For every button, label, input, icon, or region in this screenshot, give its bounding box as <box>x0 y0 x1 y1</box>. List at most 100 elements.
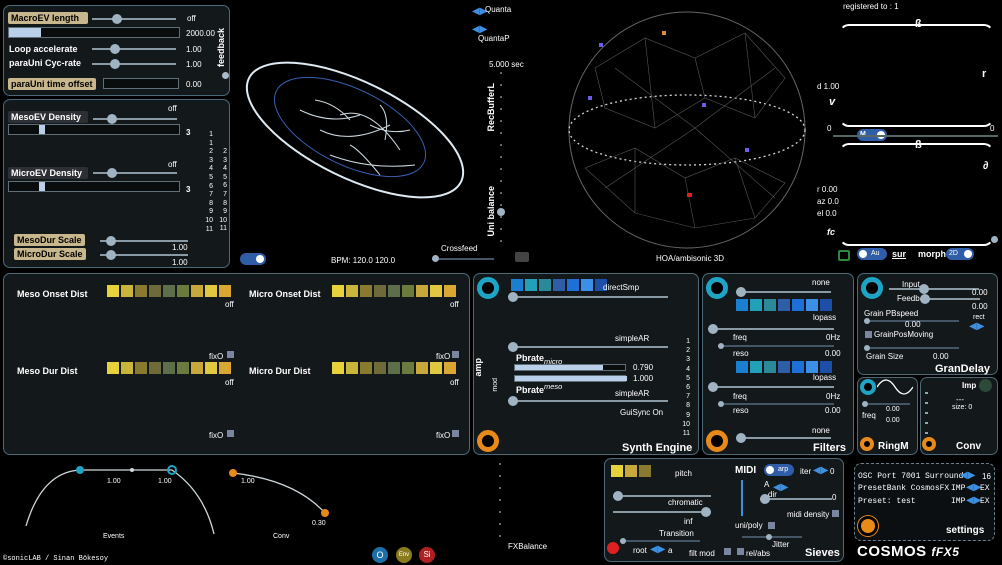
color-cell[interactable] <box>511 279 523 291</box>
micro-toggle-slider[interactable] <box>93 168 177 178</box>
color-cell[interactable] <box>430 285 442 297</box>
color-cell[interactable] <box>121 285 133 297</box>
color-cell[interactable] <box>611 465 623 477</box>
color-cell[interactable] <box>374 362 386 374</box>
orbit-display[interactable] <box>240 55 480 205</box>
loop-slider[interactable] <box>92 44 176 54</box>
color-cell[interactable] <box>107 362 119 374</box>
jitter-slider[interactable] <box>742 534 802 540</box>
relabs-check[interactable] <box>737 548 744 555</box>
micro-dur-off[interactable]: off <box>450 378 459 387</box>
color-cell[interactable] <box>736 299 748 311</box>
sur-label[interactable]: sur <box>892 249 907 259</box>
m-slider[interactable] <box>833 135 998 137</box>
rect-arrows[interactable]: ◀▶ <box>969 321 985 332</box>
color-cell[interactable] <box>360 362 372 374</box>
unipoly-check[interactable] <box>768 522 775 529</box>
meso-dur-cells[interactable] <box>107 362 231 374</box>
color-cell[interactable] <box>219 362 231 374</box>
color-cell[interactable] <box>750 299 762 311</box>
conv-bottom-ring[interactable] <box>922 437 936 451</box>
spatial-frame-top[interactable] <box>839 24 994 127</box>
meso-fixo-check[interactable] <box>227 351 234 358</box>
meso-toggle[interactable]: off <box>168 104 177 113</box>
orbit-toggle[interactable] <box>240 253 266 265</box>
crossfeed-slider[interactable] <box>432 255 494 262</box>
micro-onset-cells[interactable] <box>332 285 456 297</box>
camera-icon[interactable] <box>515 252 529 262</box>
si-button[interactable]: Si <box>419 547 435 563</box>
color-cell[interactable] <box>163 285 175 297</box>
pbrate-meso-bar[interactable] <box>514 375 627 382</box>
filters-none-2-slider[interactable] <box>736 433 831 443</box>
color-cell[interactable] <box>163 362 175 374</box>
guisync-label[interactable]: GuiSync On <box>620 408 664 417</box>
filters-cells-1[interactable] <box>736 299 832 311</box>
directsmp-slider[interactable] <box>508 292 668 302</box>
ringm-top-ring[interactable] <box>860 379 876 395</box>
2d-toggle[interactable]: 2D <box>946 248 974 260</box>
conv-envelope[interactable] <box>225 465 335 525</box>
imp-ex-arrows-2[interactable]: ◀▶ <box>966 495 982 506</box>
color-cell[interactable] <box>177 362 189 374</box>
record-button[interactable] <box>607 542 619 554</box>
conv-imp-button[interactable] <box>979 379 992 392</box>
color-cell[interactable] <box>525 279 537 291</box>
color-cell[interactable] <box>792 361 804 373</box>
transition-slider[interactable] <box>620 538 700 544</box>
color-cell[interactable] <box>806 361 818 373</box>
directsmp-cells[interactable] <box>511 279 607 291</box>
arp-toggle[interactable]: arp <box>764 464 794 476</box>
env-button[interactable]: Env <box>396 547 412 563</box>
color-cell[interactable] <box>416 362 428 374</box>
micro-fixo[interactable]: fixO <box>436 352 451 361</box>
color-cell[interactable] <box>332 285 344 297</box>
synth-top-ring[interactable] <box>477 277 499 299</box>
color-cell[interactable] <box>205 362 217 374</box>
quantap-arrows[interactable]: ◀▶ <box>472 24 488 35</box>
macro-length-toggle[interactable]: off <box>187 14 196 23</box>
grain-pb-slider[interactable] <box>864 318 959 324</box>
filters-none-1-slider[interactable] <box>736 287 831 297</box>
color-cell[interactable] <box>625 465 637 477</box>
feedback-knob[interactable] <box>222 72 229 79</box>
filters-lopass-2-slider[interactable] <box>708 382 834 392</box>
simplear-1-slider[interactable] <box>508 342 668 352</box>
simplear-2-slider[interactable] <box>508 396 668 406</box>
filters-lopass-1-slider[interactable] <box>708 324 834 334</box>
meso-toggle-slider[interactable] <box>93 114 177 124</box>
color-cell[interactable] <box>149 285 161 297</box>
unibalance-knob[interactable] <box>497 208 505 216</box>
chromatic-slider[interactable] <box>613 507 711 517</box>
spatial-right-knob[interactable] <box>991 236 998 243</box>
filters-lopass-2[interactable]: lopass <box>813 373 837 382</box>
color-cell[interactable] <box>430 362 442 374</box>
ringm-bottom-ring[interactable] <box>860 437 874 451</box>
micro-dur-cells[interactable] <box>332 362 456 374</box>
imp-1[interactable]: IMP <box>951 484 966 493</box>
color-cell[interactable] <box>764 299 776 311</box>
color-cell[interactable] <box>135 285 147 297</box>
meso-fixo[interactable]: fixO <box>209 352 224 361</box>
meso-onset-cells[interactable] <box>107 285 231 297</box>
color-cell[interactable] <box>444 362 456 374</box>
color-cell[interactable] <box>219 285 231 297</box>
meso-dur-fixo[interactable]: fixO <box>209 431 224 440</box>
pitch-cells[interactable] <box>611 465 651 477</box>
micro-toggle[interactable]: off <box>168 160 177 169</box>
filters-freq-1-slider[interactable] <box>718 343 834 349</box>
grandelay-input-slider[interactable] <box>889 284 979 294</box>
color-cell[interactable] <box>778 361 790 373</box>
midi-density-check[interactable] <box>832 510 839 517</box>
color-cell[interactable] <box>567 279 579 291</box>
color-cell[interactable] <box>107 285 119 297</box>
recbuffer-slider[interactable] <box>500 72 502 252</box>
iter-arrows[interactable]: ◀▶ <box>813 465 829 476</box>
imp-2[interactable]: IMP <box>951 497 966 506</box>
color-cell[interactable] <box>332 362 344 374</box>
color-cell[interactable] <box>402 362 414 374</box>
color-cell[interactable] <box>402 285 414 297</box>
color-cell[interactable] <box>750 361 762 373</box>
ex-2[interactable]: EX <box>980 497 990 506</box>
hoa-sphere[interactable] <box>555 8 820 258</box>
